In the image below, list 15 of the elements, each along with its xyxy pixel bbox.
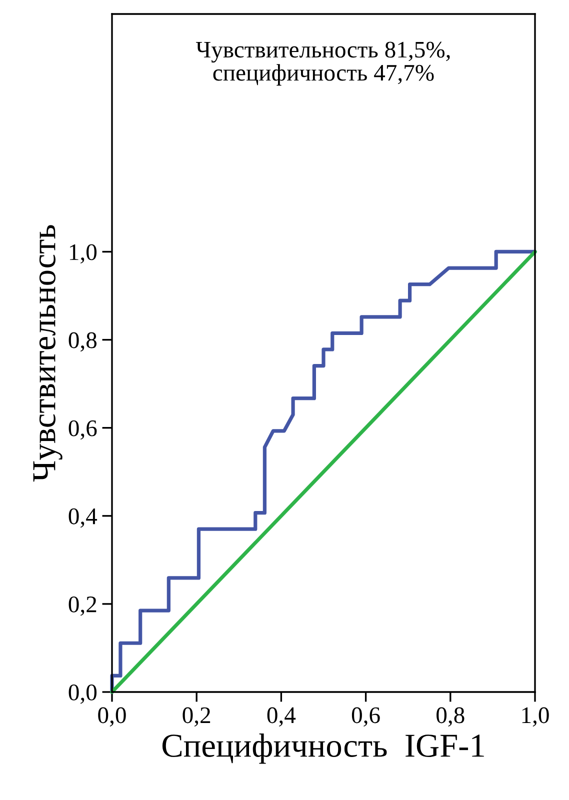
x-tick-label: 0,4: [267, 707, 296, 727]
annotation: Чувствительность 81,5%, специфичность 47,7%: [196, 42, 450, 86]
x-tick-label: 0,0: [98, 707, 126, 727]
y-tick-label: 0,6: [68, 420, 97, 440]
y-tick-label: 0,0: [68, 684, 97, 704]
x-tick-label: 1,0: [522, 707, 549, 727]
x-tick-label: 0,2: [182, 707, 210, 727]
y-tick-label: 0,4: [68, 508, 98, 528]
y-axis-title: Чувствительность: [33, 225, 62, 482]
x-tick-label: 0,6: [352, 707, 380, 727]
y-tick-label: 1,0: [70, 244, 97, 264]
x-tick-label: 0,8: [436, 707, 464, 727]
x-axis-title: Специфичность IGF-1: [162, 734, 484, 764]
y-tick-label: 0,8: [68, 332, 97, 352]
y-tick-label: 0,2: [68, 596, 96, 616]
